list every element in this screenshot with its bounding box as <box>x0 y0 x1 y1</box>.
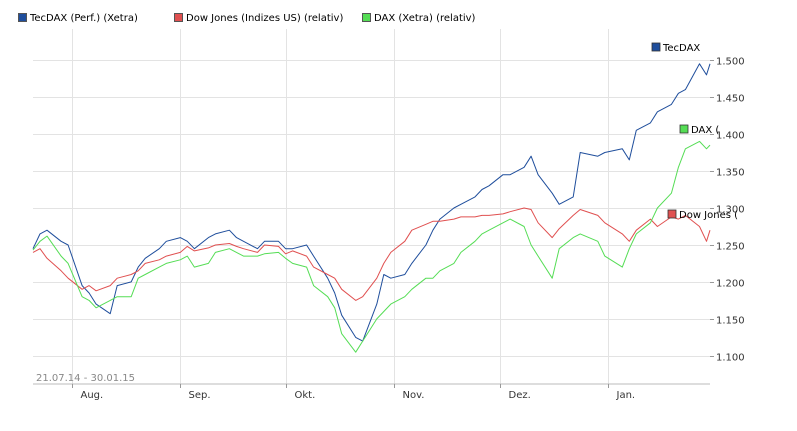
end-label-swatch <box>679 124 689 134</box>
x-tick-label: Dez. <box>509 390 531 401</box>
y-tick-label: 1.300 <box>716 205 745 216</box>
legend-item-dow-jones[interactable]: Dow Jones (Indizes US) (relativ) <box>174 12 343 26</box>
legend-swatch-tecdax <box>18 13 27 22</box>
y-tick-label: 1.150 <box>716 316 745 327</box>
y-tick-label: 1.100 <box>716 353 745 364</box>
end-label: DAX ( <box>691 125 719 136</box>
y-tick-label: 1.400 <box>716 131 745 142</box>
end-label-swatch <box>651 42 661 52</box>
y-tick-label: 1.250 <box>716 242 745 253</box>
x-tick-label: Aug. <box>81 390 104 401</box>
plot-background <box>33 29 710 384</box>
legend-label-tecdax: TecDAX (Perf.) (Xetra) <box>30 13 138 24</box>
y-tick-label: 1.350 <box>716 168 745 179</box>
end-label: Dow Jones ( <box>679 210 738 221</box>
series-line-2 <box>32 140 711 353</box>
y-tick-label: 1.200 <box>716 279 745 290</box>
legend-label-dax: DAX (Xetra) (relativ) <box>374 13 476 24</box>
legend-swatch-dow-jones <box>174 13 183 22</box>
grid <box>33 29 710 384</box>
y-ticks: 1.100 1.150 1.200 1.250 1.300 1.350 1.400 1.450… <box>710 57 745 364</box>
legend-item-tecdax[interactable]: TecDAX (Perf.) (Xetra) <box>18 12 138 26</box>
x-tick-label: Sep. <box>189 390 211 401</box>
y-tick-label: 1.500 <box>716 57 745 68</box>
end-label-swatch <box>667 209 677 219</box>
legend-label-dow-jones: Dow Jones (Indizes US) (relativ) <box>186 13 344 24</box>
end-labels: TecDAX Dow Jones ( DAX ( <box>651 42 738 221</box>
y-tick-label: 1.450 <box>716 94 745 105</box>
end-label: TecDAX <box>662 43 700 54</box>
x-tick-label: Nov. <box>403 390 425 401</box>
x-tick-label: Jan. <box>616 390 636 401</box>
legend-swatch-dax <box>362 13 371 22</box>
series <box>32 63 711 353</box>
legend-item-dax[interactable]: DAX (Xetra) (relativ) <box>362 12 475 26</box>
x-tick-label: Okt. <box>295 390 316 401</box>
date-range-label: 21.07.14 - 30.01.15 <box>36 373 135 384</box>
x-ticks: Aug. Sep. Okt. Nov. Dez. Jan. <box>72 384 636 401</box>
series-line-1 <box>32 207 711 301</box>
series-line-0 <box>32 63 711 342</box>
